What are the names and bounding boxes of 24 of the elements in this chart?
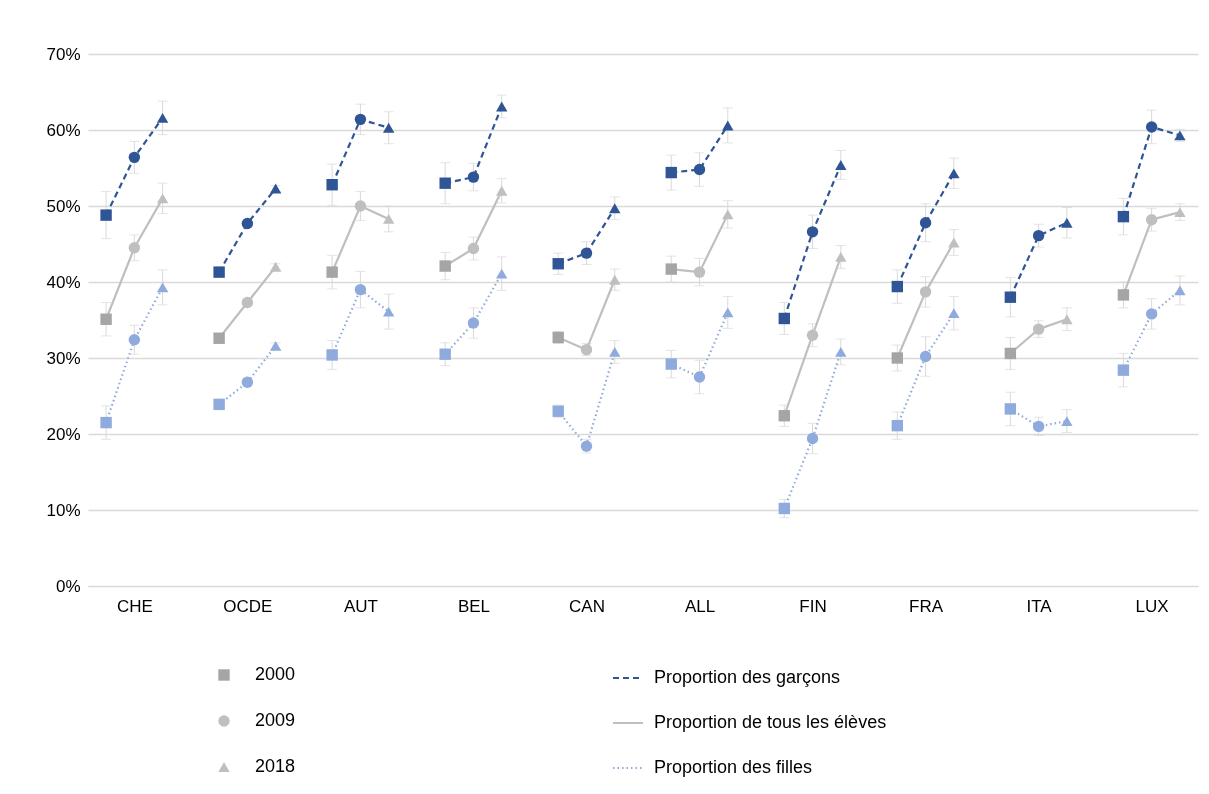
x-tick-label: BEL [457, 596, 491, 616]
y-tick-label: 0% [55, 576, 81, 596]
y-tick-label: 30% [46, 348, 81, 368]
y-tick-label: 10% [46, 500, 81, 520]
x-tick-label: CAN [569, 596, 605, 616]
legend-label: Proportion des filles [654, 757, 813, 777]
y-tick-label: 70% [46, 44, 81, 64]
legend-label: 2000 [255, 664, 296, 684]
x-tick-label: OCDE [223, 596, 273, 616]
x-tick-label: ITA [1026, 596, 1053, 616]
x-tick-label: LUX [1135, 596, 1169, 616]
x-tick-label: FRA [909, 596, 944, 616]
x-tick-label: CHE [116, 596, 153, 616]
y-tick-label: 60% [46, 120, 81, 140]
x-tick-label: AUT [343, 596, 378, 616]
legend-label: 2018 [255, 756, 296, 776]
y-tick-label: 50% [46, 196, 81, 216]
legend-label: 2009 [255, 710, 296, 730]
y-tick-label: 40% [46, 272, 81, 292]
legend-label: Proportion des garçons [654, 667, 841, 687]
x-tick-label: ALL [684, 596, 716, 616]
y-tick-label: 20% [46, 424, 81, 444]
legend-label: Proportion de tous les élèves [654, 712, 887, 732]
x-tick-label: FIN [799, 596, 827, 616]
